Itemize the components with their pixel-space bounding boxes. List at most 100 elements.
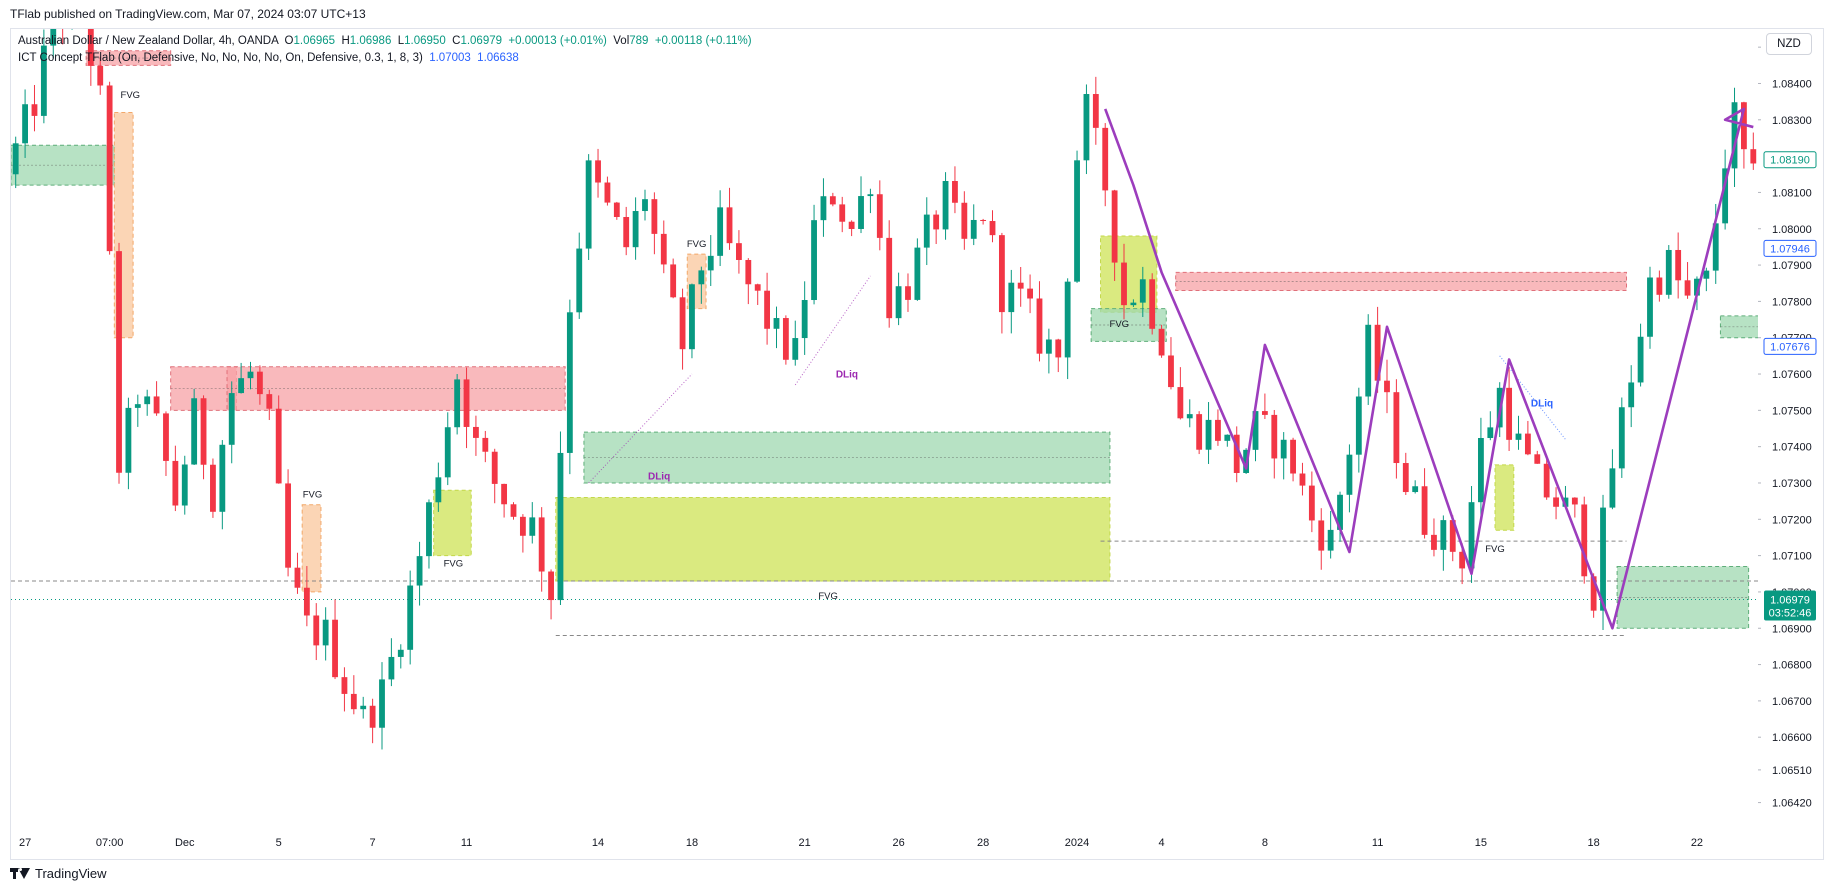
- candle-body: [1055, 339, 1062, 358]
- candle-body: [717, 207, 724, 256]
- candle-body: [736, 243, 742, 260]
- candle-body: [782, 318, 789, 360]
- indicator-name: ICT Concept TFlab (On, Defensive, No, No…: [18, 52, 423, 64]
- price-tag-value: 1.07946: [1770, 243, 1810, 255]
- footer-brand: TradingView: [10, 866, 107, 881]
- candle-body: [811, 220, 817, 301]
- price-tag-value: 1.08190: [1770, 155, 1810, 167]
- overlay-layer: DLiq DLiq DLiq FVG FVG FVG FVG FVG FVG FVG: [121, 90, 1754, 630]
- candle-body: [1168, 355, 1174, 388]
- y-tick-label: 1.08300: [1772, 115, 1812, 127]
- candle-body: [285, 483, 291, 568]
- price-tag-box: [1763, 337, 1817, 355]
- candle-body: [1590, 576, 1597, 611]
- y-tick-label: 1.08100: [1772, 187, 1812, 199]
- candle-body: [1008, 282, 1015, 313]
- candle-body: [1337, 494, 1343, 530]
- candle-body: [463, 379, 470, 427]
- candle-body: [303, 587, 310, 616]
- candle-body: [613, 202, 620, 218]
- candle-body: [792, 338, 799, 360]
- current-price-value: 1.06979: [1770, 595, 1810, 607]
- indicator-legend[interactable]: ICT Concept TFlab (On, Defensive, No, No…: [18, 52, 519, 64]
- candle-body: [538, 517, 545, 572]
- dliq-label: DLiq: [1531, 399, 1553, 410]
- zones-layer: [11, 50, 1758, 629]
- fvg-label: FVG: [121, 90, 141, 101]
- candle-body: [1637, 336, 1644, 383]
- candle-body: [332, 619, 338, 678]
- close-label: C: [452, 35, 461, 47]
- candle-body: [97, 65, 104, 86]
- fvg-label: FVG: [303, 490, 323, 501]
- zone-bull-0: [11, 144, 115, 186]
- candle-body: [867, 194, 874, 197]
- candle-body: [839, 204, 846, 222]
- candle-body: [1280, 439, 1287, 459]
- candle-body: [1440, 520, 1447, 550]
- candle-body: [801, 300, 808, 339]
- candle-body: [1675, 249, 1682, 281]
- candle-body: [256, 371, 263, 395]
- candle-body: [12, 143, 19, 175]
- y-tick-label: 1.07200: [1772, 514, 1812, 526]
- candle-body: [1074, 160, 1080, 282]
- volume-label: Vol: [613, 35, 630, 47]
- price-tag-box: [1763, 239, 1817, 257]
- x-tick-label: 18: [686, 837, 698, 849]
- y-tick-label: 1.07100: [1772, 551, 1812, 563]
- candle-body: [1318, 520, 1325, 551]
- x-tick-label: 21: [799, 837, 811, 849]
- candle-body: [172, 460, 179, 506]
- y-tick-label: 1.08400: [1772, 78, 1812, 90]
- x-tick-label: 11: [1372, 837, 1383, 849]
- candle-body: [416, 556, 423, 586]
- zone-bull-15: [1719, 315, 1758, 339]
- candle-body: [1534, 454, 1541, 464]
- low-value: 1.06950: [404, 35, 446, 47]
- x-tick-label: 22: [1691, 837, 1703, 849]
- candle-body: [1299, 473, 1306, 486]
- candle-body: [1553, 497, 1559, 507]
- candle-body: [566, 312, 573, 453]
- candle-body: [689, 284, 695, 350]
- zone-bull-8: [583, 431, 1111, 484]
- candle-body: [1712, 223, 1719, 271]
- fvg-label: FVG: [818, 591, 838, 602]
- candle-body: [360, 705, 367, 710]
- candle-body: [369, 705, 376, 728]
- candle-body: [163, 413, 169, 461]
- y-tick-label: 1.06900: [1772, 623, 1812, 635]
- candle-body: [1102, 127, 1109, 191]
- fvg-label: FVG: [1110, 319, 1130, 330]
- candle-body: [679, 297, 686, 350]
- candle-body: [595, 160, 601, 183]
- candle-body: [1130, 302, 1137, 306]
- indicator-value-2: 1.06638: [477, 52, 519, 64]
- candle-body: [125, 407, 132, 473]
- levels-layer: [11, 540, 1758, 637]
- candle-body: [548, 571, 554, 601]
- candle-body: [660, 233, 667, 265]
- candle-body: [529, 517, 536, 536]
- candle-body: [557, 452, 564, 601]
- change-value: +0.00013 (+0.01%): [508, 35, 607, 47]
- x-tick-label: 2024: [1065, 837, 1089, 849]
- candle-body: [350, 693, 357, 710]
- candle-body: [519, 516, 526, 536]
- candle-body: [914, 247, 921, 300]
- candle-body: [1374, 324, 1381, 381]
- candle-body: [87, 29, 94, 66]
- candle-body: [576, 248, 583, 313]
- y-tick-label: 1.07800: [1772, 296, 1812, 308]
- candle-body: [482, 437, 489, 452]
- candle-body: [1694, 278, 1700, 296]
- candle-body: [294, 567, 301, 588]
- candle-body: [895, 286, 902, 319]
- candle-body: [491, 451, 498, 484]
- candle-body: [313, 615, 320, 646]
- currency-selector[interactable]: NZD: [1766, 33, 1812, 55]
- x-tick-label: 27: [19, 837, 31, 849]
- candle-body: [905, 286, 911, 300]
